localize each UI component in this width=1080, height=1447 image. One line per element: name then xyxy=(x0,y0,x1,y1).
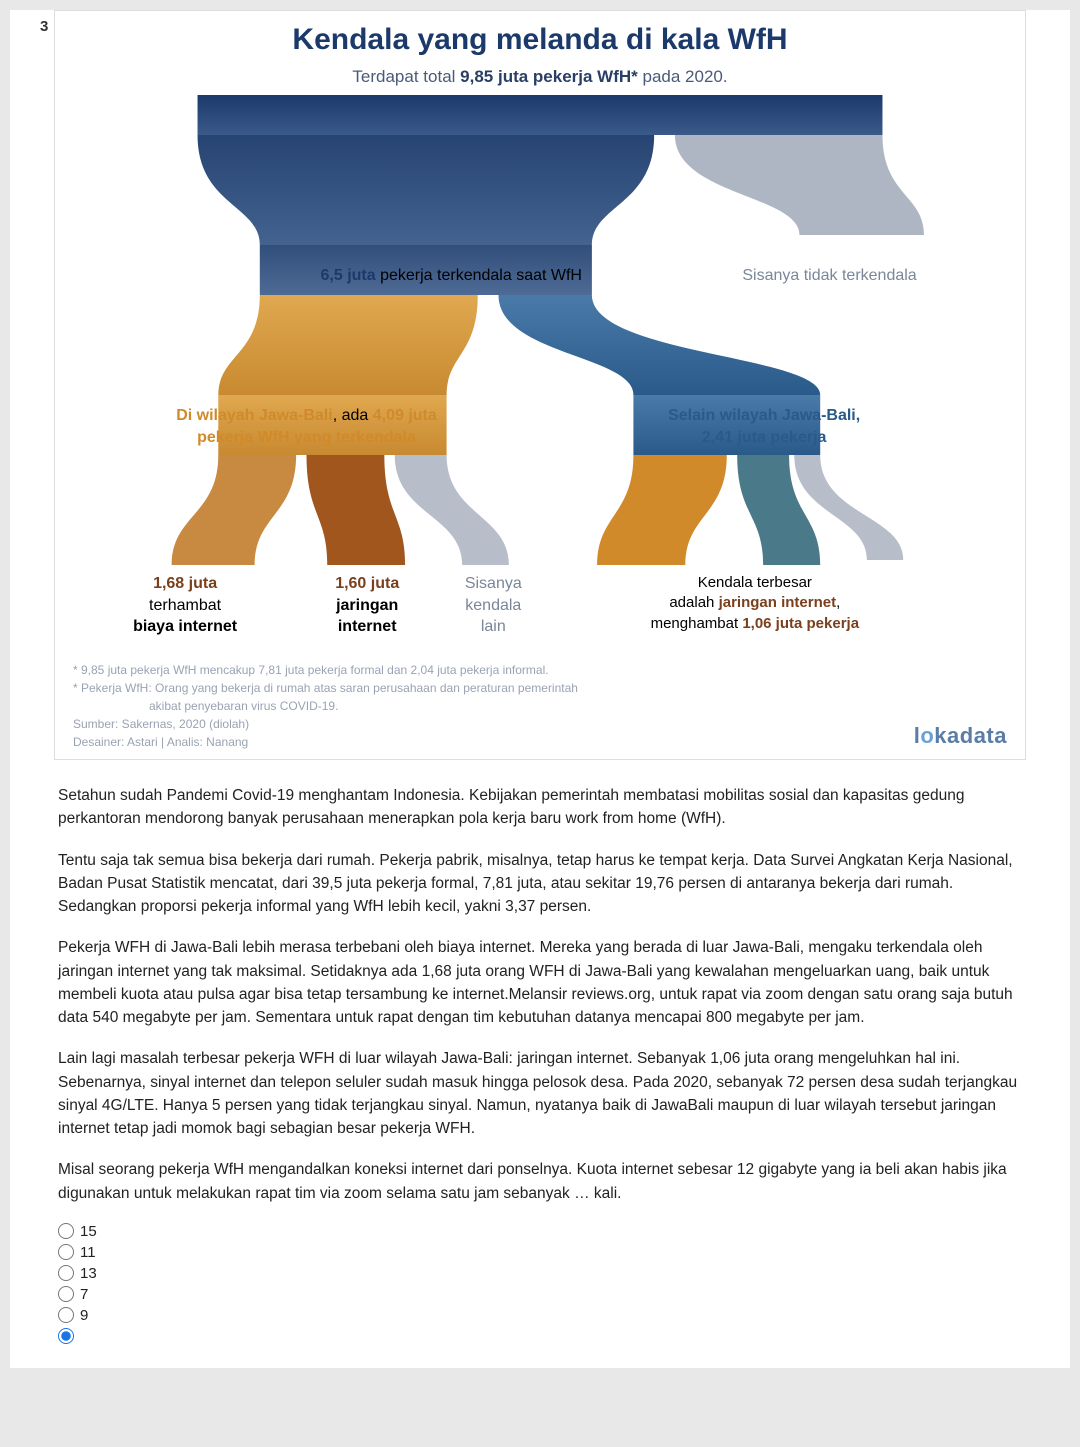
option-row[interactable]: 13 xyxy=(58,1265,1022,1282)
option-radio-9[interactable] xyxy=(58,1307,74,1323)
option-row[interactable]: 7 xyxy=(58,1286,1022,1303)
l2-right-label: Selain wilayah Jawa-Bali, 2,41 juta peke… xyxy=(596,405,932,448)
option-radio-15[interactable] xyxy=(58,1223,74,1239)
l3-d-l2-pre: adalah xyxy=(669,594,718,611)
l1-left-num: 6,5 juta xyxy=(321,267,376,284)
l3-a-l1: terhambat xyxy=(149,597,221,614)
l3-c-l1: Sisanya xyxy=(465,575,522,592)
paragraph-5: Misal seorang pekerja WfH mengandalkan k… xyxy=(58,1158,1022,1205)
l3-d-l3-bold: 1,06 juta pekerja xyxy=(742,615,859,632)
l3-d-l1: Kendala terbesar xyxy=(698,574,812,591)
question-page: 3 Kendala yang melanda di kala WfH Terda… xyxy=(10,10,1070,1368)
l3-c: Sisanya kendala lain xyxy=(437,573,549,638)
option-row[interactable]: 11 xyxy=(58,1244,1022,1261)
sankey-diagram: 6,5 juta pekerja terkendala saat WfH Sis… xyxy=(73,95,1007,655)
l2-left-pre: Di wilayah Jawa-Bali xyxy=(176,407,333,424)
option-radio-selected[interactable] xyxy=(58,1328,74,1344)
paragraph-2: Tentu saja tak semua bisa bekerja dari r… xyxy=(58,849,1022,919)
l2-left-label: Di wilayah Jawa-Bali, ada 4,09 juta peke… xyxy=(129,405,484,448)
option-radio-7[interactable] xyxy=(58,1286,74,1302)
l3-a-num: 1,68 juta xyxy=(153,575,217,592)
option-radio-13[interactable] xyxy=(58,1265,74,1281)
infographic-card: Kendala yang melanda di kala WfH Terdapa… xyxy=(54,10,1026,760)
answer-options: 15 11 13 7 9 xyxy=(58,1223,1022,1344)
l3-d: Kendala terbesar adalah jaringan interne… xyxy=(568,573,942,634)
subtitle-post: pada 2020. xyxy=(638,67,728,86)
l1-left-text: pekerja terkendala saat WfH xyxy=(376,267,582,284)
subtitle-bold: 9,85 juta pekerja WfH* xyxy=(460,67,638,86)
l2-right-line2: 2,41 juta pekerja xyxy=(702,429,827,446)
option-label: 9 xyxy=(80,1307,88,1324)
paragraph-4: Lain lagi masalah terbesar pekerja WFH d… xyxy=(58,1047,1022,1140)
paragraph-3: Pekerja WFH di Jawa-Bali lebih merasa te… xyxy=(58,936,1022,1029)
l2-right-line1: Selain wilayah Jawa-Bali, xyxy=(668,407,860,424)
sankey-svg xyxy=(73,95,1007,655)
l2-left-line2: pekerja WfH yang terkendala xyxy=(197,429,416,446)
l1-left-label: 6,5 juta pekerja terkendala saat WfH xyxy=(241,265,661,287)
l3-b-l2: internet xyxy=(338,618,397,635)
l2-left-num: 4,09 juta xyxy=(373,407,437,424)
option-label: 11 xyxy=(80,1244,96,1261)
option-row[interactable]: 15 xyxy=(58,1223,1022,1240)
footnote-2b: akibat penyebaran virus COVID-19. xyxy=(73,697,1007,715)
l3-a-l2: biaya internet xyxy=(133,618,237,635)
option-radio-11[interactable] xyxy=(58,1244,74,1260)
paragraph-1: Setahun sudah Pandemi Covid-19 menghanta… xyxy=(58,784,1022,831)
l3-c-l2: kendala xyxy=(465,597,521,614)
footnote-1: * 9,85 juta pekerja WfH mencakup 7,81 ju… xyxy=(73,661,1007,679)
option-label: 7 xyxy=(80,1286,88,1303)
l3-b-l1: jaringan xyxy=(336,597,398,614)
infographic-subtitle: Terdapat total 9,85 juta pekerja WfH* pa… xyxy=(73,67,1007,87)
option-row[interactable]: 9 xyxy=(58,1307,1022,1324)
option-label: 13 xyxy=(80,1265,97,1282)
question-body: Setahun sudah Pandemi Covid-19 menghanta… xyxy=(58,784,1022,1205)
infographic-title: Kendala yang melanda di kala WfH xyxy=(73,23,1007,57)
l3-b: 1,60 juta jaringan internet xyxy=(297,573,437,638)
l3-d-l2-bold: jaringan internet xyxy=(719,594,837,611)
question-number: 3 xyxy=(40,18,48,35)
footnote-2a: * Pekerja WfH: Orang yang bekerja di rum… xyxy=(73,679,578,697)
l3-b-num: 1,60 juta xyxy=(335,575,399,592)
option-row[interactable] xyxy=(58,1328,1022,1344)
l3-a: 1,68 juta terhambat biaya internet xyxy=(110,573,259,638)
option-label: 15 xyxy=(80,1223,97,1240)
l3-c-l3: lain xyxy=(481,618,506,635)
subtitle-pre: Terdapat total xyxy=(352,67,460,86)
l1-right-text: Sisanya tidak terkendala xyxy=(742,267,916,284)
l1-right-label: Sisanya tidak terkendala xyxy=(680,265,979,287)
l3-d-l3-pre: menghambat xyxy=(651,615,743,632)
l3-d-l2-post: , xyxy=(836,594,840,611)
l2-left-post: , ada xyxy=(333,407,373,424)
